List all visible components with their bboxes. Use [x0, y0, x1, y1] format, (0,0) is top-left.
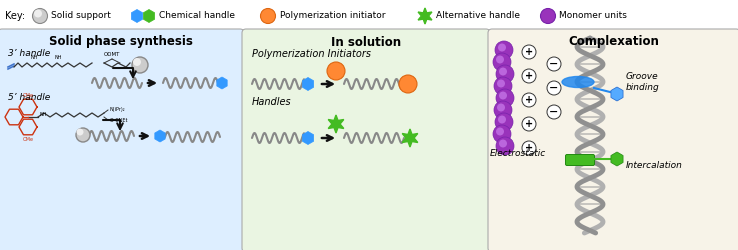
Circle shape: [496, 56, 504, 64]
Text: Chemical handle: Chemical handle: [159, 12, 235, 20]
Circle shape: [496, 137, 514, 155]
Circle shape: [547, 81, 561, 95]
FancyBboxPatch shape: [565, 154, 595, 166]
Text: Solid phase synthesis: Solid phase synthesis: [49, 36, 193, 49]
Polygon shape: [611, 152, 623, 166]
Text: N(iPr)₂: N(iPr)₂: [110, 106, 125, 112]
Text: Groove
binding: Groove binding: [626, 72, 660, 92]
Text: −: −: [549, 59, 559, 69]
Circle shape: [496, 89, 514, 107]
Text: 3’ handle: 3’ handle: [8, 50, 50, 58]
Circle shape: [133, 58, 141, 66]
Text: Monomer units: Monomer units: [559, 12, 627, 20]
Circle shape: [498, 116, 506, 124]
Text: Solid support: Solid support: [51, 12, 111, 20]
Circle shape: [540, 8, 556, 24]
Circle shape: [497, 104, 505, 112]
Circle shape: [494, 77, 512, 95]
Ellipse shape: [562, 76, 594, 88]
Text: Alternative handle: Alternative handle: [436, 12, 520, 20]
Polygon shape: [418, 8, 432, 24]
Polygon shape: [303, 132, 314, 144]
Polygon shape: [155, 130, 165, 142]
Polygon shape: [143, 10, 155, 22]
Text: Complexation: Complexation: [568, 36, 660, 49]
Circle shape: [547, 105, 561, 119]
Circle shape: [496, 128, 504, 136]
Circle shape: [522, 45, 536, 59]
Text: +: +: [525, 71, 533, 81]
Text: In solution: In solution: [331, 36, 401, 49]
Text: +: +: [525, 47, 533, 57]
Circle shape: [522, 141, 536, 155]
Polygon shape: [131, 10, 142, 22]
Circle shape: [498, 44, 506, 52]
Text: Polymerization initiator: Polymerization initiator: [280, 12, 385, 20]
FancyBboxPatch shape: [242, 29, 490, 250]
Text: OMe: OMe: [22, 93, 33, 98]
Circle shape: [547, 57, 561, 71]
Text: NH: NH: [40, 112, 47, 116]
Circle shape: [522, 117, 536, 131]
Text: −: −: [549, 107, 559, 117]
Text: +: +: [525, 119, 533, 129]
Circle shape: [522, 93, 536, 107]
Text: NH: NH: [30, 55, 38, 60]
Polygon shape: [611, 87, 623, 101]
FancyBboxPatch shape: [0, 29, 244, 250]
Polygon shape: [402, 129, 418, 147]
Circle shape: [493, 125, 511, 143]
Text: ODMT: ODMT: [104, 52, 120, 57]
Text: O–CNEt: O–CNEt: [110, 118, 128, 124]
Polygon shape: [303, 78, 314, 90]
Text: Key:: Key:: [5, 11, 25, 21]
Polygon shape: [328, 115, 344, 133]
Text: −: −: [549, 83, 559, 93]
Text: 5’ handle: 5’ handle: [8, 94, 50, 102]
FancyBboxPatch shape: [488, 29, 738, 250]
Circle shape: [499, 140, 507, 147]
Circle shape: [34, 10, 42, 18]
Text: NH: NH: [55, 55, 62, 60]
Text: +: +: [525, 95, 533, 105]
Text: Intercalation: Intercalation: [626, 160, 683, 170]
Circle shape: [495, 113, 513, 131]
Circle shape: [77, 128, 83, 136]
Circle shape: [496, 65, 514, 83]
Circle shape: [499, 92, 507, 100]
Text: Handles: Handles: [252, 97, 292, 107]
Circle shape: [497, 80, 505, 88]
Circle shape: [495, 41, 513, 59]
Text: +: +: [525, 143, 533, 153]
Circle shape: [399, 75, 417, 93]
Circle shape: [261, 8, 275, 24]
Circle shape: [76, 128, 90, 142]
Circle shape: [494, 101, 512, 119]
Text: OMe: OMe: [22, 137, 33, 142]
Circle shape: [499, 68, 507, 76]
Circle shape: [493, 53, 511, 71]
Circle shape: [327, 62, 345, 80]
Polygon shape: [217, 77, 227, 89]
Circle shape: [522, 69, 536, 83]
Circle shape: [132, 57, 148, 73]
Circle shape: [32, 8, 47, 24]
Text: Polymerization Initiators: Polymerization Initiators: [252, 49, 371, 59]
Text: Electrostatic: Electrostatic: [490, 150, 546, 158]
